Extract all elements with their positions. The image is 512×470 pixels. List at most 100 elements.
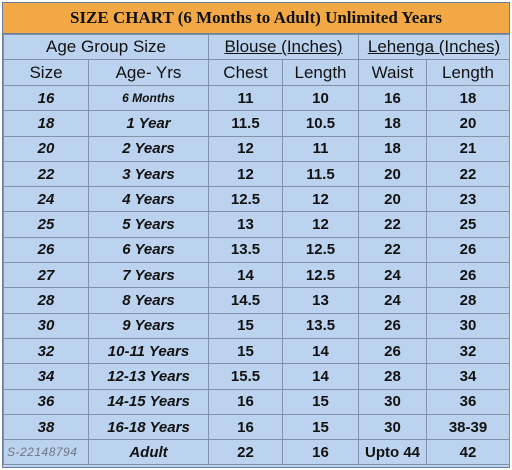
cell-waist: 22 bbox=[358, 211, 428, 238]
cell-age: 16-18 Years bbox=[87, 413, 210, 441]
cell-size: 22 bbox=[3, 160, 89, 188]
col-blouse-length: Length bbox=[282, 59, 360, 86]
cell-waist: Upto 44 bbox=[358, 439, 428, 466]
col-lehenga-length: Length bbox=[426, 59, 511, 86]
cell-chest: 13.5 bbox=[208, 236, 284, 264]
cell-age: 1 Year bbox=[87, 110, 210, 137]
cell-age: 5 Years bbox=[87, 211, 210, 238]
cell-chest: 15 bbox=[208, 312, 284, 339]
cell-waist: 28 bbox=[358, 363, 428, 390]
cell-blouse-length: 10 bbox=[282, 84, 360, 112]
table-row: 38 16-18 Years 16 15 30 38-39 bbox=[3, 413, 511, 441]
cell-waist: 24 bbox=[358, 287, 428, 314]
table-row: 34 12-13 Years 15.5 14 28 34 bbox=[3, 363, 511, 390]
table-row: 18 1 Year 11.5 10.5 18 20 bbox=[3, 110, 511, 137]
cell-lehenga-length: 25 bbox=[426, 211, 511, 238]
cell-waist: 20 bbox=[358, 160, 428, 188]
col-waist: Waist bbox=[358, 59, 428, 86]
cell-waist: 24 bbox=[358, 262, 428, 289]
col-chest: Chest bbox=[208, 59, 284, 86]
cell-age: 6 Months bbox=[87, 84, 210, 112]
cell-chest: 22 bbox=[208, 439, 284, 466]
cell-age: 7 Years bbox=[87, 262, 210, 289]
table-row: 30 9 Years 15 13.5 26 30 bbox=[3, 312, 511, 339]
cell-blouse-length: 12.5 bbox=[282, 262, 360, 289]
table-row: Adult 22 16 Upto 44 42 bbox=[3, 439, 511, 466]
cell-blouse-length: 12.5 bbox=[282, 236, 360, 264]
cell-lehenga-length: 42 bbox=[426, 439, 511, 466]
table-row: 28 8 Years 14.5 13 24 28 bbox=[3, 287, 511, 314]
cell-waist: 30 bbox=[358, 388, 428, 415]
cell-lehenga-length: 36 bbox=[426, 388, 511, 415]
cell-chest: 15 bbox=[208, 337, 284, 365]
cell-lehenga-length: 34 bbox=[426, 363, 511, 390]
cell-blouse-length: 12 bbox=[282, 186, 360, 213]
cell-lehenga-length: 21 bbox=[426, 135, 511, 162]
cell-chest: 16 bbox=[208, 413, 284, 441]
cell-age: 9 Years bbox=[87, 312, 210, 339]
cell-chest: 14.5 bbox=[208, 287, 284, 314]
cell-age: 6 Years bbox=[87, 236, 210, 264]
cell-blouse-length: 13.5 bbox=[282, 312, 360, 339]
group-blouse: Blouse (Inches) bbox=[208, 34, 360, 60]
cell-size: 28 bbox=[3, 287, 89, 314]
cell-lehenga-length: 20 bbox=[426, 110, 511, 137]
cell-chest: 12 bbox=[208, 135, 284, 162]
cell-size: 27 bbox=[3, 262, 89, 289]
cell-waist: 22 bbox=[358, 236, 428, 264]
table-row: 16 6 Months 11 10 16 18 bbox=[3, 84, 511, 112]
cell-size: 16 bbox=[3, 84, 89, 112]
group-age: Age Group Size bbox=[2, 34, 210, 60]
table-row: 24 4 Years 12.5 12 20 23 bbox=[3, 186, 511, 213]
cell-age: 12-13 Years bbox=[87, 363, 210, 390]
cell-waist: 18 bbox=[358, 135, 428, 162]
cell-blouse-length: 11.5 bbox=[282, 160, 360, 188]
cell-chest: 12 bbox=[208, 160, 284, 188]
cell-size: 32 bbox=[3, 337, 89, 365]
cell-waist: 26 bbox=[358, 312, 428, 339]
cell-size: 30 bbox=[3, 312, 89, 339]
group-header-row: Age Group Size Blouse (Inches) Lehenga (… bbox=[2, 34, 511, 60]
cell-lehenga-length: 30 bbox=[426, 312, 511, 339]
cell-lehenga-length: 32 bbox=[426, 337, 511, 365]
cell-size: 20 bbox=[3, 135, 89, 162]
cell-blouse-length: 10.5 bbox=[282, 110, 360, 137]
cell-size: 38 bbox=[3, 413, 89, 441]
cell-chest: 15.5 bbox=[208, 363, 284, 390]
cell-size: 36 bbox=[3, 388, 89, 415]
size-table: Age Group Size Blouse (Inches) Lehenga (… bbox=[2, 34, 511, 466]
cell-blouse-length: 12 bbox=[282, 211, 360, 238]
cell-chest: 14 bbox=[208, 262, 284, 289]
cell-lehenga-length: 18 bbox=[426, 84, 511, 112]
table-row: 36 14-15 Years 16 15 30 36 bbox=[3, 388, 511, 415]
cell-lehenga-length: 23 bbox=[426, 186, 511, 213]
cell-age: Adult bbox=[87, 439, 210, 466]
cell-waist: 30 bbox=[358, 413, 428, 441]
cell-size: 25 bbox=[3, 211, 89, 238]
cell-size: 34 bbox=[3, 363, 89, 390]
cell-chest: 12.5 bbox=[208, 186, 284, 213]
cell-age: 3 Years bbox=[87, 160, 210, 188]
cell-blouse-length: 16 bbox=[282, 439, 360, 466]
table-row: 25 5 Years 13 12 22 25 bbox=[3, 211, 511, 238]
cell-size: 26 bbox=[3, 236, 89, 264]
cell-blouse-length: 13 bbox=[282, 287, 360, 314]
cell-blouse-length: 14 bbox=[282, 363, 360, 390]
cell-size bbox=[3, 439, 89, 466]
cell-waist: 20 bbox=[358, 186, 428, 213]
table-row: 32 10-11 Years 15 14 26 32 bbox=[3, 337, 511, 365]
cell-chest: 13 bbox=[208, 211, 284, 238]
column-header-row: Size Age- Yrs Chest Length Waist Length bbox=[3, 59, 511, 86]
cell-lehenga-length: 28 bbox=[426, 287, 511, 314]
cell-chest: 16 bbox=[208, 388, 284, 415]
table-row: 26 6 Years 13.5 12.5 22 26 bbox=[3, 236, 511, 264]
cell-age: 8 Years bbox=[87, 287, 210, 314]
cell-size: 18 bbox=[3, 110, 89, 137]
cell-chest: 11.5 bbox=[208, 110, 284, 137]
col-size: Size bbox=[3, 59, 89, 86]
cell-age: 10-11 Years bbox=[87, 337, 210, 365]
cell-age: 14-15 Years bbox=[87, 388, 210, 415]
chart-title: SIZE CHART (6 Months to Adult) Unlimited… bbox=[3, 3, 509, 34]
cell-lehenga-length: 22 bbox=[426, 160, 511, 188]
